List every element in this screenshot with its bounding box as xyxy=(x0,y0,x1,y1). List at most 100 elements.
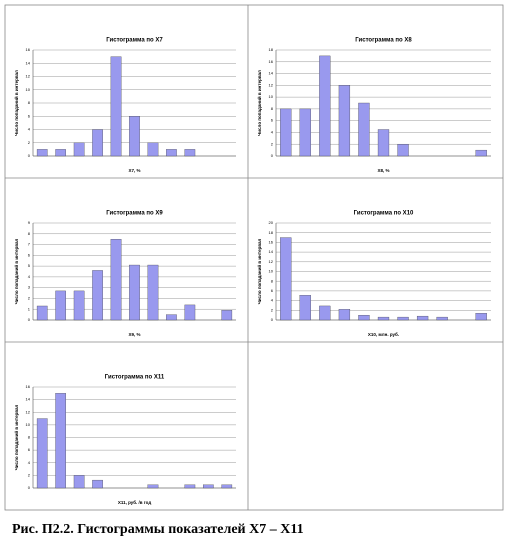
bar xyxy=(184,484,196,489)
y-tick-label: 4 xyxy=(28,274,31,279)
y-axis-label: Число попаданий в интервал xyxy=(13,404,19,470)
y-tick-label: 2 xyxy=(28,296,31,301)
y-tick-label: 16 xyxy=(269,239,274,244)
bar xyxy=(338,309,351,321)
y-tick-label: 6 xyxy=(271,118,274,123)
bar xyxy=(280,108,292,157)
y-tick-label: 18 xyxy=(269,47,274,52)
y-tick-label: 3 xyxy=(28,285,31,290)
bar xyxy=(377,129,390,157)
bar xyxy=(147,484,159,489)
y-tick-label: 0 xyxy=(28,317,31,322)
bar xyxy=(416,315,429,321)
bar xyxy=(358,314,370,321)
bar xyxy=(397,144,409,157)
y-tick-label: 16 xyxy=(26,384,31,389)
chart-title: Гистограмма по X8 xyxy=(355,38,412,44)
y-tick-label: 2 xyxy=(28,140,31,145)
y-tick-label: 2 xyxy=(28,472,31,477)
y-tick-label: 4 xyxy=(28,460,31,465)
bar xyxy=(221,310,233,321)
bar xyxy=(203,484,214,489)
bar xyxy=(166,149,177,157)
bar xyxy=(73,142,85,157)
y-tick-label: 6 xyxy=(271,288,274,293)
y-tick-label: 16 xyxy=(26,47,31,52)
chart-title: Гистограмма по X7 xyxy=(106,38,163,44)
y-tick-label: 10 xyxy=(269,94,274,99)
y-tick-label: 20 xyxy=(269,220,274,225)
bar xyxy=(36,305,48,321)
bar xyxy=(475,149,487,157)
bar xyxy=(397,316,409,321)
bar xyxy=(221,484,233,489)
y-tick-label: 8 xyxy=(28,231,31,236)
y-tick-label: 10 xyxy=(26,422,31,427)
bar xyxy=(319,305,331,321)
y-tick-label: 2 xyxy=(271,141,274,146)
bar xyxy=(92,479,103,489)
bar xyxy=(299,295,311,321)
y-tick-label: 7 xyxy=(28,242,31,247)
bar xyxy=(73,475,85,489)
chart-title: Гистограмма по X9 xyxy=(106,211,163,217)
y-tick-label: 2 xyxy=(271,307,274,312)
y-tick-label: 8 xyxy=(271,278,274,283)
bar xyxy=(73,290,85,321)
bar xyxy=(377,316,390,321)
y-tick-label: 6 xyxy=(28,113,31,118)
y-tick-label: 14 xyxy=(26,60,31,65)
bar xyxy=(184,304,196,321)
y-tick-label: 0 xyxy=(271,317,274,322)
bar xyxy=(55,393,66,489)
y-tick-label: 14 xyxy=(269,249,274,254)
bar xyxy=(129,116,140,157)
bar xyxy=(55,149,66,157)
y-tick-label: 14 xyxy=(26,397,31,402)
x-axis-label: X8, % xyxy=(377,168,389,173)
bar xyxy=(319,55,331,157)
y-tick-label: 4 xyxy=(271,130,274,135)
y-tick-label: 0 xyxy=(271,153,274,158)
bar xyxy=(55,290,66,321)
bar xyxy=(36,149,48,157)
y-tick-label: 0 xyxy=(28,153,31,158)
bar xyxy=(358,102,370,157)
y-axis-label: Число попаданий в интервал xyxy=(13,70,19,136)
bar xyxy=(299,108,311,157)
bar xyxy=(184,149,196,157)
bar xyxy=(147,264,159,321)
y-tick-label: 12 xyxy=(26,409,31,414)
y-tick-label: 6 xyxy=(28,252,31,257)
bar xyxy=(92,270,103,321)
bar xyxy=(475,313,487,321)
bar xyxy=(110,239,122,321)
x-axis-label: X11, руб. /в год xyxy=(118,499,152,505)
y-tick-label: 1 xyxy=(28,306,31,311)
y-tick-label: 12 xyxy=(269,82,274,87)
x-axis-label: X7, % xyxy=(128,168,140,173)
chart-title: Гистограмма по X10 xyxy=(354,211,414,217)
y-axis-label: Число попаданий в интервал xyxy=(256,238,262,304)
y-tick-label: 5 xyxy=(28,263,31,268)
bar xyxy=(110,56,122,157)
bar xyxy=(166,314,177,321)
y-tick-label: 14 xyxy=(269,71,274,76)
y-tick-label: 4 xyxy=(28,127,31,132)
y-tick-label: 12 xyxy=(269,259,274,264)
y-axis-label: Число попаданий в интервал xyxy=(256,70,262,136)
bar xyxy=(147,142,159,157)
chart-title: Гистограмма по X11 xyxy=(105,375,165,381)
y-tick-label: 16 xyxy=(269,59,274,64)
y-tick-label: 18 xyxy=(269,230,274,235)
bar xyxy=(36,418,48,489)
x-axis-label: X10, млн. руб. xyxy=(368,331,399,337)
y-tick-label: 12 xyxy=(26,74,31,79)
y-tick-label: 0 xyxy=(28,485,31,490)
y-tick-label: 8 xyxy=(28,435,31,440)
caption: Рис. П2.2. Гистограммы показателей X7 – … xyxy=(12,522,304,537)
y-tick-label: 8 xyxy=(271,106,274,111)
y-tick-label: 8 xyxy=(28,100,31,105)
